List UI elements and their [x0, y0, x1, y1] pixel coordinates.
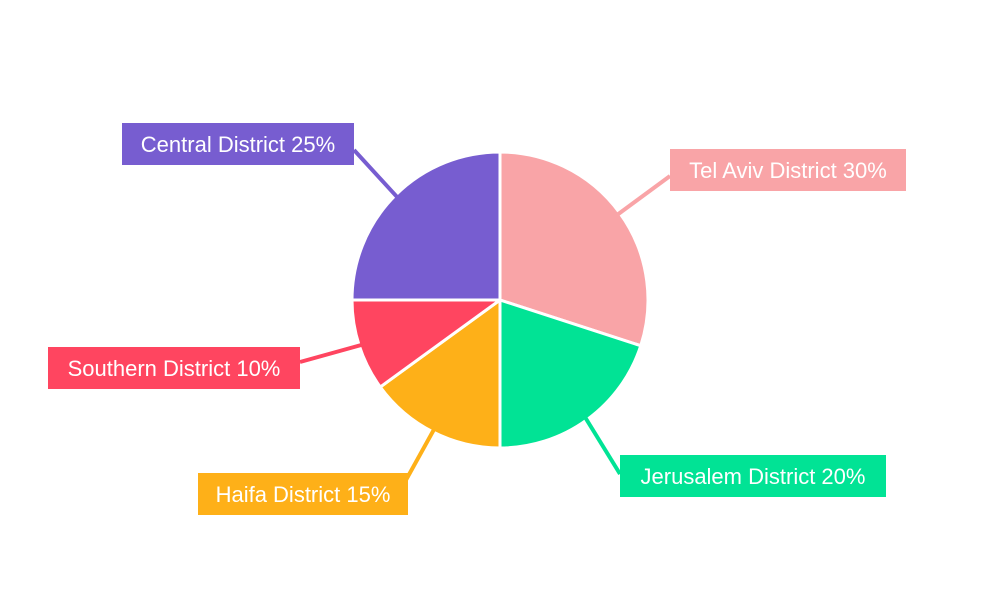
slice-label-text: Haifa District 15% [216, 482, 391, 507]
leader-line-southern-district [299, 342, 364, 364]
slice-label-background [198, 473, 408, 515]
leader-line-haifa-district [404, 427, 437, 481]
slice-label-background [670, 149, 906, 191]
slice-label-text: Tel Aviv District 30% [689, 158, 887, 183]
leader-line-tel-aviv-district [615, 174, 672, 217]
leader-lines [299, 148, 672, 481]
slice-label-jerusalem-district: Jerusalem District 20% [620, 455, 886, 497]
slice-label-tel-aviv-district: Tel Aviv District 30% [670, 149, 906, 191]
slice-labels: Tel Aviv District 30% Jerusalem District … [48, 123, 906, 515]
leader-line-jerusalem-district [582, 415, 622, 476]
slice-label-central-district: Central District 25% [122, 123, 354, 165]
leader-line-central-district [352, 148, 400, 200]
slice-label-text: Southern District 10% [68, 356, 281, 381]
slice-label-background [122, 123, 354, 165]
slice-label-text: Central District 25% [141, 132, 335, 157]
slice-label-background [620, 455, 886, 497]
slice-label-text: Jerusalem District 20% [641, 464, 866, 489]
slice-label-background [48, 347, 300, 389]
slice-label-southern-district: Southern District 10% [48, 347, 300, 389]
slice-label-haifa-district: Haifa District 15% [198, 473, 408, 515]
